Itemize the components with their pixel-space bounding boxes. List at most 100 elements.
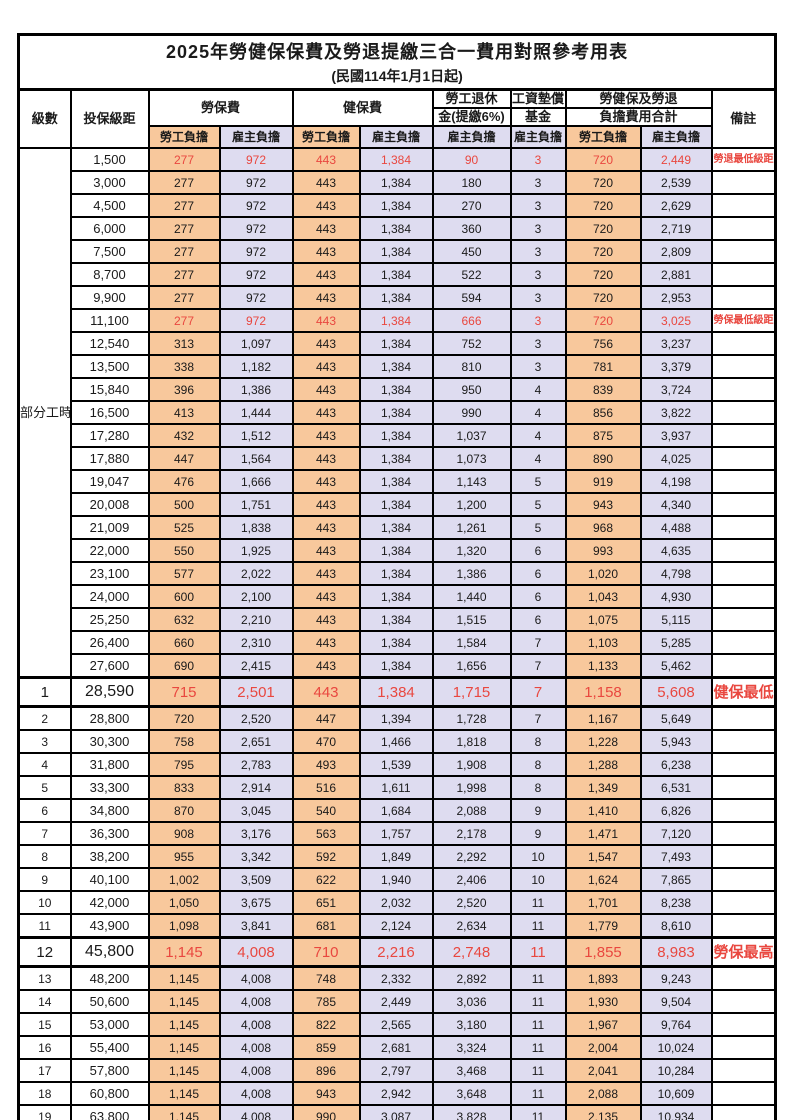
- value-cell: 4,798: [639, 561, 713, 586]
- value-cell: 5: [509, 469, 567, 494]
- remark-cell: [710, 913, 777, 939]
- remark-cell: 健保最低級距: [710, 676, 777, 708]
- value-cell: 2,449: [639, 147, 713, 172]
- value-cell: 1,384: [358, 676, 434, 708]
- level-cell: 9: [17, 867, 72, 892]
- value-cell: 968: [564, 515, 642, 540]
- value-cell: 11: [509, 1081, 567, 1106]
- value-cell: 908: [147, 821, 221, 846]
- remark-cell: 勞保最高級距: [710, 936, 777, 968]
- value-cell: 690: [147, 653, 221, 679]
- value-cell: 2,520: [218, 705, 294, 731]
- value-cell: 4,008: [218, 989, 294, 1014]
- value-cell: 493: [291, 752, 361, 777]
- value-cell: 2,216: [358, 936, 434, 968]
- value-cell: 993: [564, 538, 642, 563]
- value-cell: 1,145: [147, 1035, 221, 1060]
- value-cell: 10: [509, 867, 567, 892]
- subheader-total-employee: 勞工負擔: [564, 125, 642, 149]
- value-cell: 2,783: [218, 752, 294, 777]
- bracket-cell: 63,800: [69, 1104, 150, 1120]
- remark-cell: [710, 607, 777, 632]
- subheader-labor-employer: 雇主負擔: [218, 125, 294, 149]
- value-cell: 1,384: [358, 630, 434, 655]
- table-row: 21,009 525 1,838 443 1,384 1,261 5 968 4,488: [19, 515, 777, 540]
- bracket-cell: 7,500: [69, 239, 150, 264]
- value-cell: 781: [564, 354, 642, 379]
- value-cell: 270: [431, 193, 512, 218]
- value-cell: 839: [564, 377, 642, 402]
- value-cell: 443: [291, 423, 361, 448]
- value-cell: 1,261: [431, 515, 512, 540]
- header-group-row-1: 級數 投保級距 勞保費 健保費 勞工退休 工資墊償 勞健保及勞退 備註: [17, 88, 777, 149]
- value-cell: 592: [291, 844, 361, 869]
- value-cell: 1,611: [358, 775, 434, 800]
- subheader-wage-fund-employer: 雇主負擔: [509, 125, 567, 149]
- value-cell: 8: [509, 729, 567, 754]
- value-cell: 5,462: [639, 653, 713, 679]
- level-cell: 7: [17, 821, 72, 846]
- value-cell: 4: [509, 400, 567, 425]
- table-row: 12 45,800 1,145 4,008 710 2,216 2,748 11 1,855 8,…: [17, 936, 777, 968]
- value-cell: 3: [509, 331, 567, 356]
- value-cell: 1,515: [431, 607, 512, 632]
- value-cell: 540: [291, 798, 361, 823]
- value-cell: 4,025: [639, 446, 713, 471]
- subheader-labor-employee: 勞工負擔: [147, 125, 221, 149]
- value-cell: 277: [147, 308, 221, 333]
- table-row: 26,400 660 2,310 443 1,384 1,584 7 1,103 5,285: [19, 630, 777, 655]
- bracket-cell: 16,500: [69, 400, 150, 425]
- remark-cell: [710, 653, 777, 679]
- remark-cell: [710, 844, 777, 869]
- value-cell: 2,539: [639, 170, 713, 195]
- value-cell: 810: [431, 354, 512, 379]
- value-cell: 972: [218, 239, 294, 264]
- value-cell: 8: [509, 775, 567, 800]
- value-cell: 4,008: [218, 965, 294, 991]
- remark-cell: [710, 469, 777, 494]
- value-cell: 11: [509, 965, 567, 991]
- value-cell: 3,828: [431, 1104, 512, 1120]
- value-cell: 5: [509, 515, 567, 540]
- value-cell: 90: [431, 147, 512, 172]
- col-header-level: 級數: [17, 88, 72, 149]
- bracket-cell: 24,000: [69, 584, 150, 609]
- level-cell: 8: [17, 844, 72, 869]
- table-row: 9,900 277 972 443 1,384 594 3 720 2,953: [19, 285, 777, 310]
- value-cell: 516: [291, 775, 361, 800]
- value-cell: 2,415: [218, 653, 294, 679]
- value-cell: 1,145: [147, 1012, 221, 1037]
- value-cell: 4,008: [218, 1104, 294, 1120]
- value-cell: 9,243: [639, 965, 713, 991]
- value-cell: 4,008: [218, 936, 294, 968]
- value-cell: 3,342: [218, 844, 294, 869]
- value-cell: 8,238: [639, 890, 713, 915]
- header-group-row-2: 金(提繳6%) 基金 負擔費用合計: [19, 107, 776, 127]
- col-header-pension-line2: 金(提繳6%): [431, 107, 512, 127]
- subheader-pension-employer: 雇主負擔: [431, 125, 512, 149]
- value-cell: 7,493: [639, 844, 713, 869]
- value-cell: 1,384: [358, 308, 434, 333]
- bracket-cell: 60,800: [69, 1081, 150, 1106]
- value-cell: 6,531: [639, 775, 713, 800]
- value-cell: 1,384: [358, 193, 434, 218]
- value-cell: 2,088: [431, 798, 512, 823]
- value-cell: 3,324: [431, 1035, 512, 1060]
- value-cell: 2,178: [431, 821, 512, 846]
- value-cell: 1,145: [147, 989, 221, 1014]
- value-cell: 720: [564, 308, 642, 333]
- value-cell: 4: [509, 446, 567, 471]
- bracket-cell: 20,008: [69, 492, 150, 517]
- value-cell: 2,292: [431, 844, 512, 869]
- value-cell: 651: [291, 890, 361, 915]
- bracket-cell: 26,400: [69, 630, 150, 655]
- value-cell: 1,444: [218, 400, 294, 425]
- value-cell: 5,608: [639, 676, 713, 708]
- value-cell: 3,379: [639, 354, 713, 379]
- remark-cell: [710, 354, 777, 379]
- value-cell: 1,930: [564, 989, 642, 1014]
- value-cell: 7,120: [639, 821, 713, 846]
- value-cell: 2,310: [218, 630, 294, 655]
- table-row: 19,047 476 1,666 443 1,384 1,143 5 919 4,198: [19, 469, 777, 494]
- title-cell: 2025年勞健保保費及勞退提繳三合一費用對照參考用表 (民國114年1月1日起): [17, 33, 777, 91]
